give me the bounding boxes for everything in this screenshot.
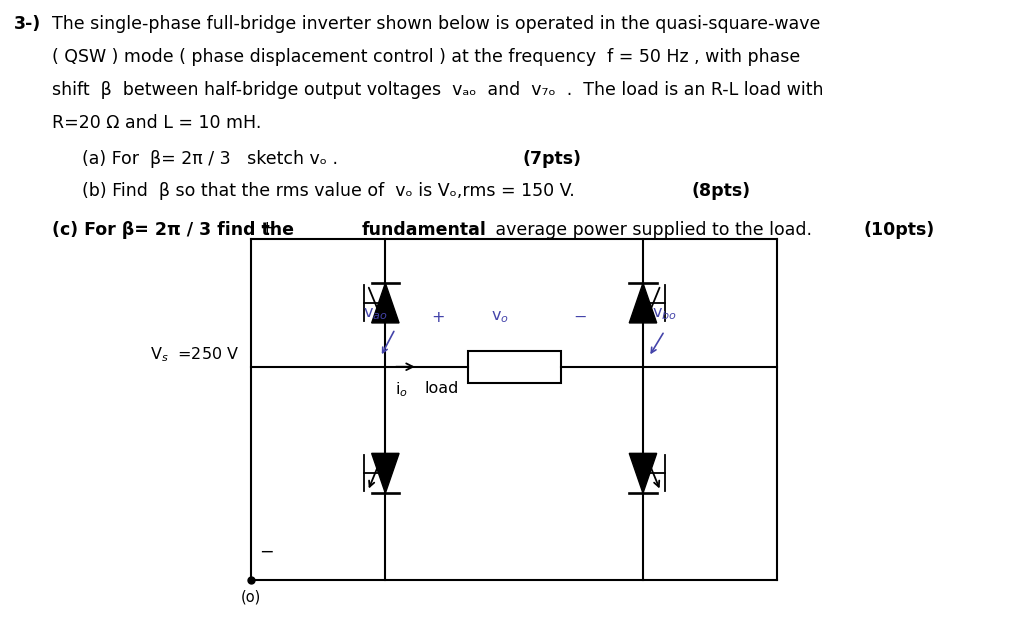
Text: R=20 Ω and L = 10 mH.: R=20 Ω and L = 10 mH. (52, 114, 262, 132)
Text: shift  β  between half-bridge output voltages  vₐₒ  and  v₇ₒ  .  The load is an : shift β between half-bridge output volta… (52, 81, 824, 99)
Text: −: − (573, 310, 587, 325)
Text: (8pts): (8pts) (692, 181, 751, 199)
Text: load: load (425, 381, 459, 396)
Bar (468, 351, 561, 383)
Text: v$_o$: v$_o$ (490, 310, 509, 325)
Polygon shape (372, 283, 399, 323)
Text: i$_o$: i$_o$ (395, 381, 408, 399)
Text: +: + (259, 219, 273, 237)
Text: v$_{bo}$: v$_{bo}$ (652, 306, 677, 322)
Text: (10pts): (10pts) (863, 222, 935, 240)
Text: ( QSW ) mode ( phase displacement control ) at the frequency  f = 50 Hz , with p: ( QSW ) mode ( phase displacement contro… (52, 48, 801, 66)
Text: average power supplied to the load.: average power supplied to the load. (490, 222, 812, 240)
Text: +: + (431, 310, 445, 325)
Polygon shape (630, 283, 656, 323)
Text: The single-phase full-bridge inverter shown below is operated in the quasi-squar: The single-phase full-bridge inverter sh… (52, 15, 820, 33)
Text: V$_s$  =250 V: V$_s$ =250 V (150, 345, 240, 364)
Text: (o): (o) (241, 590, 261, 605)
Text: fundamental: fundamental (361, 222, 486, 240)
Text: (c) For β= 2π / 3 find the: (c) For β= 2π / 3 find the (52, 222, 300, 240)
Polygon shape (630, 453, 656, 493)
Text: (b) Find  β so that the rms value of  vₒ is Vₒ,rms = 150 V.: (b) Find β so that the rms value of vₒ i… (82, 181, 580, 199)
Text: 3-): 3-) (14, 15, 41, 33)
Text: −: − (259, 543, 273, 561)
Text: v$_{ao}$: v$_{ao}$ (364, 306, 388, 322)
Text: (a) For  β= 2π / 3   sketch vₒ .: (a) For β= 2π / 3 sketch vₒ . (82, 150, 343, 168)
Text: (7pts): (7pts) (522, 150, 582, 168)
Polygon shape (372, 453, 399, 493)
